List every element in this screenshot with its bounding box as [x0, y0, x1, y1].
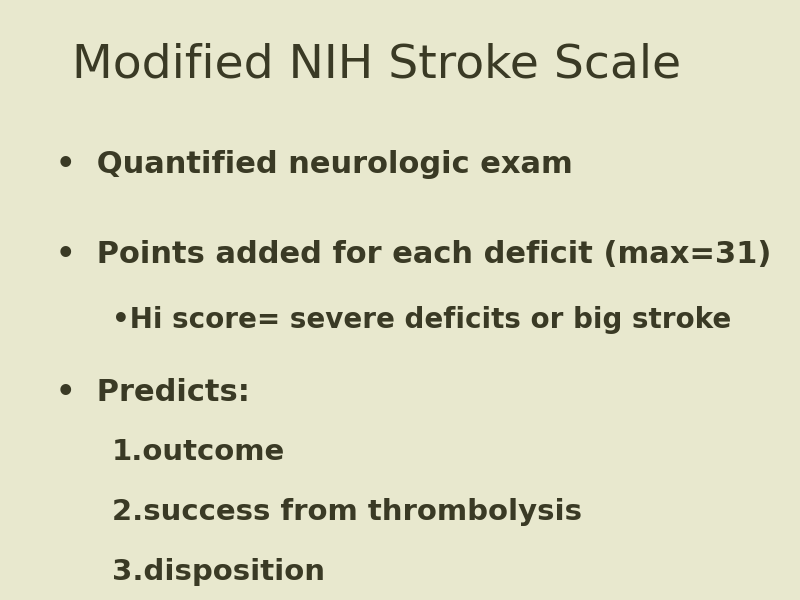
Text: 3.disposition: 3.disposition [112, 558, 325, 586]
Text: •Hi score= severe deficits or big stroke: •Hi score= severe deficits or big stroke [112, 306, 731, 334]
Text: 2.success from thrombolysis: 2.success from thrombolysis [112, 498, 582, 526]
Text: 1.outcome: 1.outcome [112, 438, 286, 466]
Text: •  Points added for each deficit (max=31): • Points added for each deficit (max=31) [56, 240, 771, 269]
Text: Modified NIH Stroke Scale: Modified NIH Stroke Scale [72, 42, 681, 87]
Text: •  Quantified neurologic exam: • Quantified neurologic exam [56, 150, 573, 179]
Text: •  Predicts:: • Predicts: [56, 378, 250, 407]
